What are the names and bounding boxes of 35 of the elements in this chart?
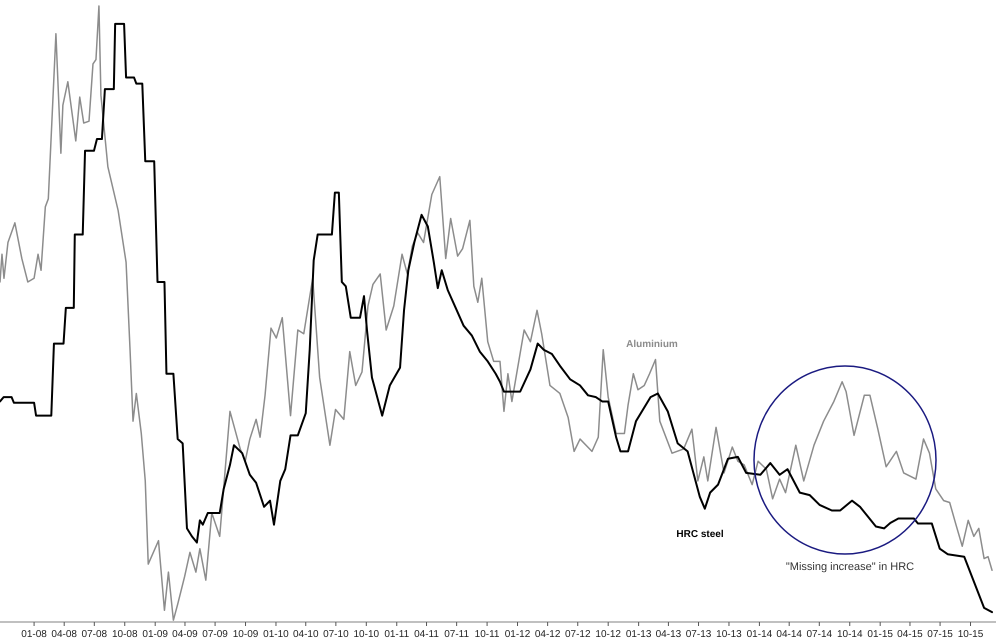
x-tick-label: 10-14 (836, 629, 863, 640)
x-tick-label: 01-12 (504, 629, 531, 640)
x-tick-label: 10-10 (354, 629, 380, 640)
x-tick-label: 01-11 (384, 629, 410, 640)
x-tick-label: 04-14 (776, 629, 802, 640)
series-label: Aluminium (626, 339, 678, 350)
x-tick-label: 01-15 (867, 629, 894, 640)
x-tick-label: 07-12 (564, 629, 591, 640)
x-tick-label: 04-08 (51, 629, 78, 640)
x-tick-label: 01-13 (626, 629, 652, 640)
x-tick-label: 04-11 (414, 629, 440, 640)
x-tick-label: 10-11 (474, 629, 500, 640)
x-tick-label: 01-09 (142, 629, 168, 640)
x-tick-label: 10-08 (112, 629, 138, 640)
x-tick-label: 04-15 (897, 629, 924, 640)
text: HRC steel (676, 529, 724, 540)
x-tick-label: 07-08 (82, 629, 108, 640)
x-tick-label: 01-08 (21, 629, 48, 640)
x-tick-label: 10-09 (232, 629, 259, 640)
x-tick-label: 07-13 (686, 629, 712, 640)
x-tick-label: 07-15 (927, 629, 954, 640)
x-tick-label: 07-11 (444, 629, 470, 640)
x-tick-label: 07-09 (202, 629, 228, 640)
x-tick-label: 07-10 (323, 629, 350, 640)
x-tick-label: 10-13 (716, 629, 742, 640)
x-tick-label: 04-10 (292, 629, 319, 640)
x-tick-label: 10-12 (595, 629, 622, 640)
x-tick-label: 10-15 (958, 629, 984, 640)
x-tick-label: 01-10 (263, 629, 290, 640)
x-tick-label: 01-14 (746, 629, 773, 640)
annotation: "Missing increase" in HRC (786, 561, 914, 573)
x-tick-label: 04-13 (656, 629, 682, 640)
x-tick-label: 07-14 (806, 629, 833, 640)
x-tick-label: 04-09 (172, 629, 198, 640)
x-tick-label: 04-12 (534, 629, 561, 640)
